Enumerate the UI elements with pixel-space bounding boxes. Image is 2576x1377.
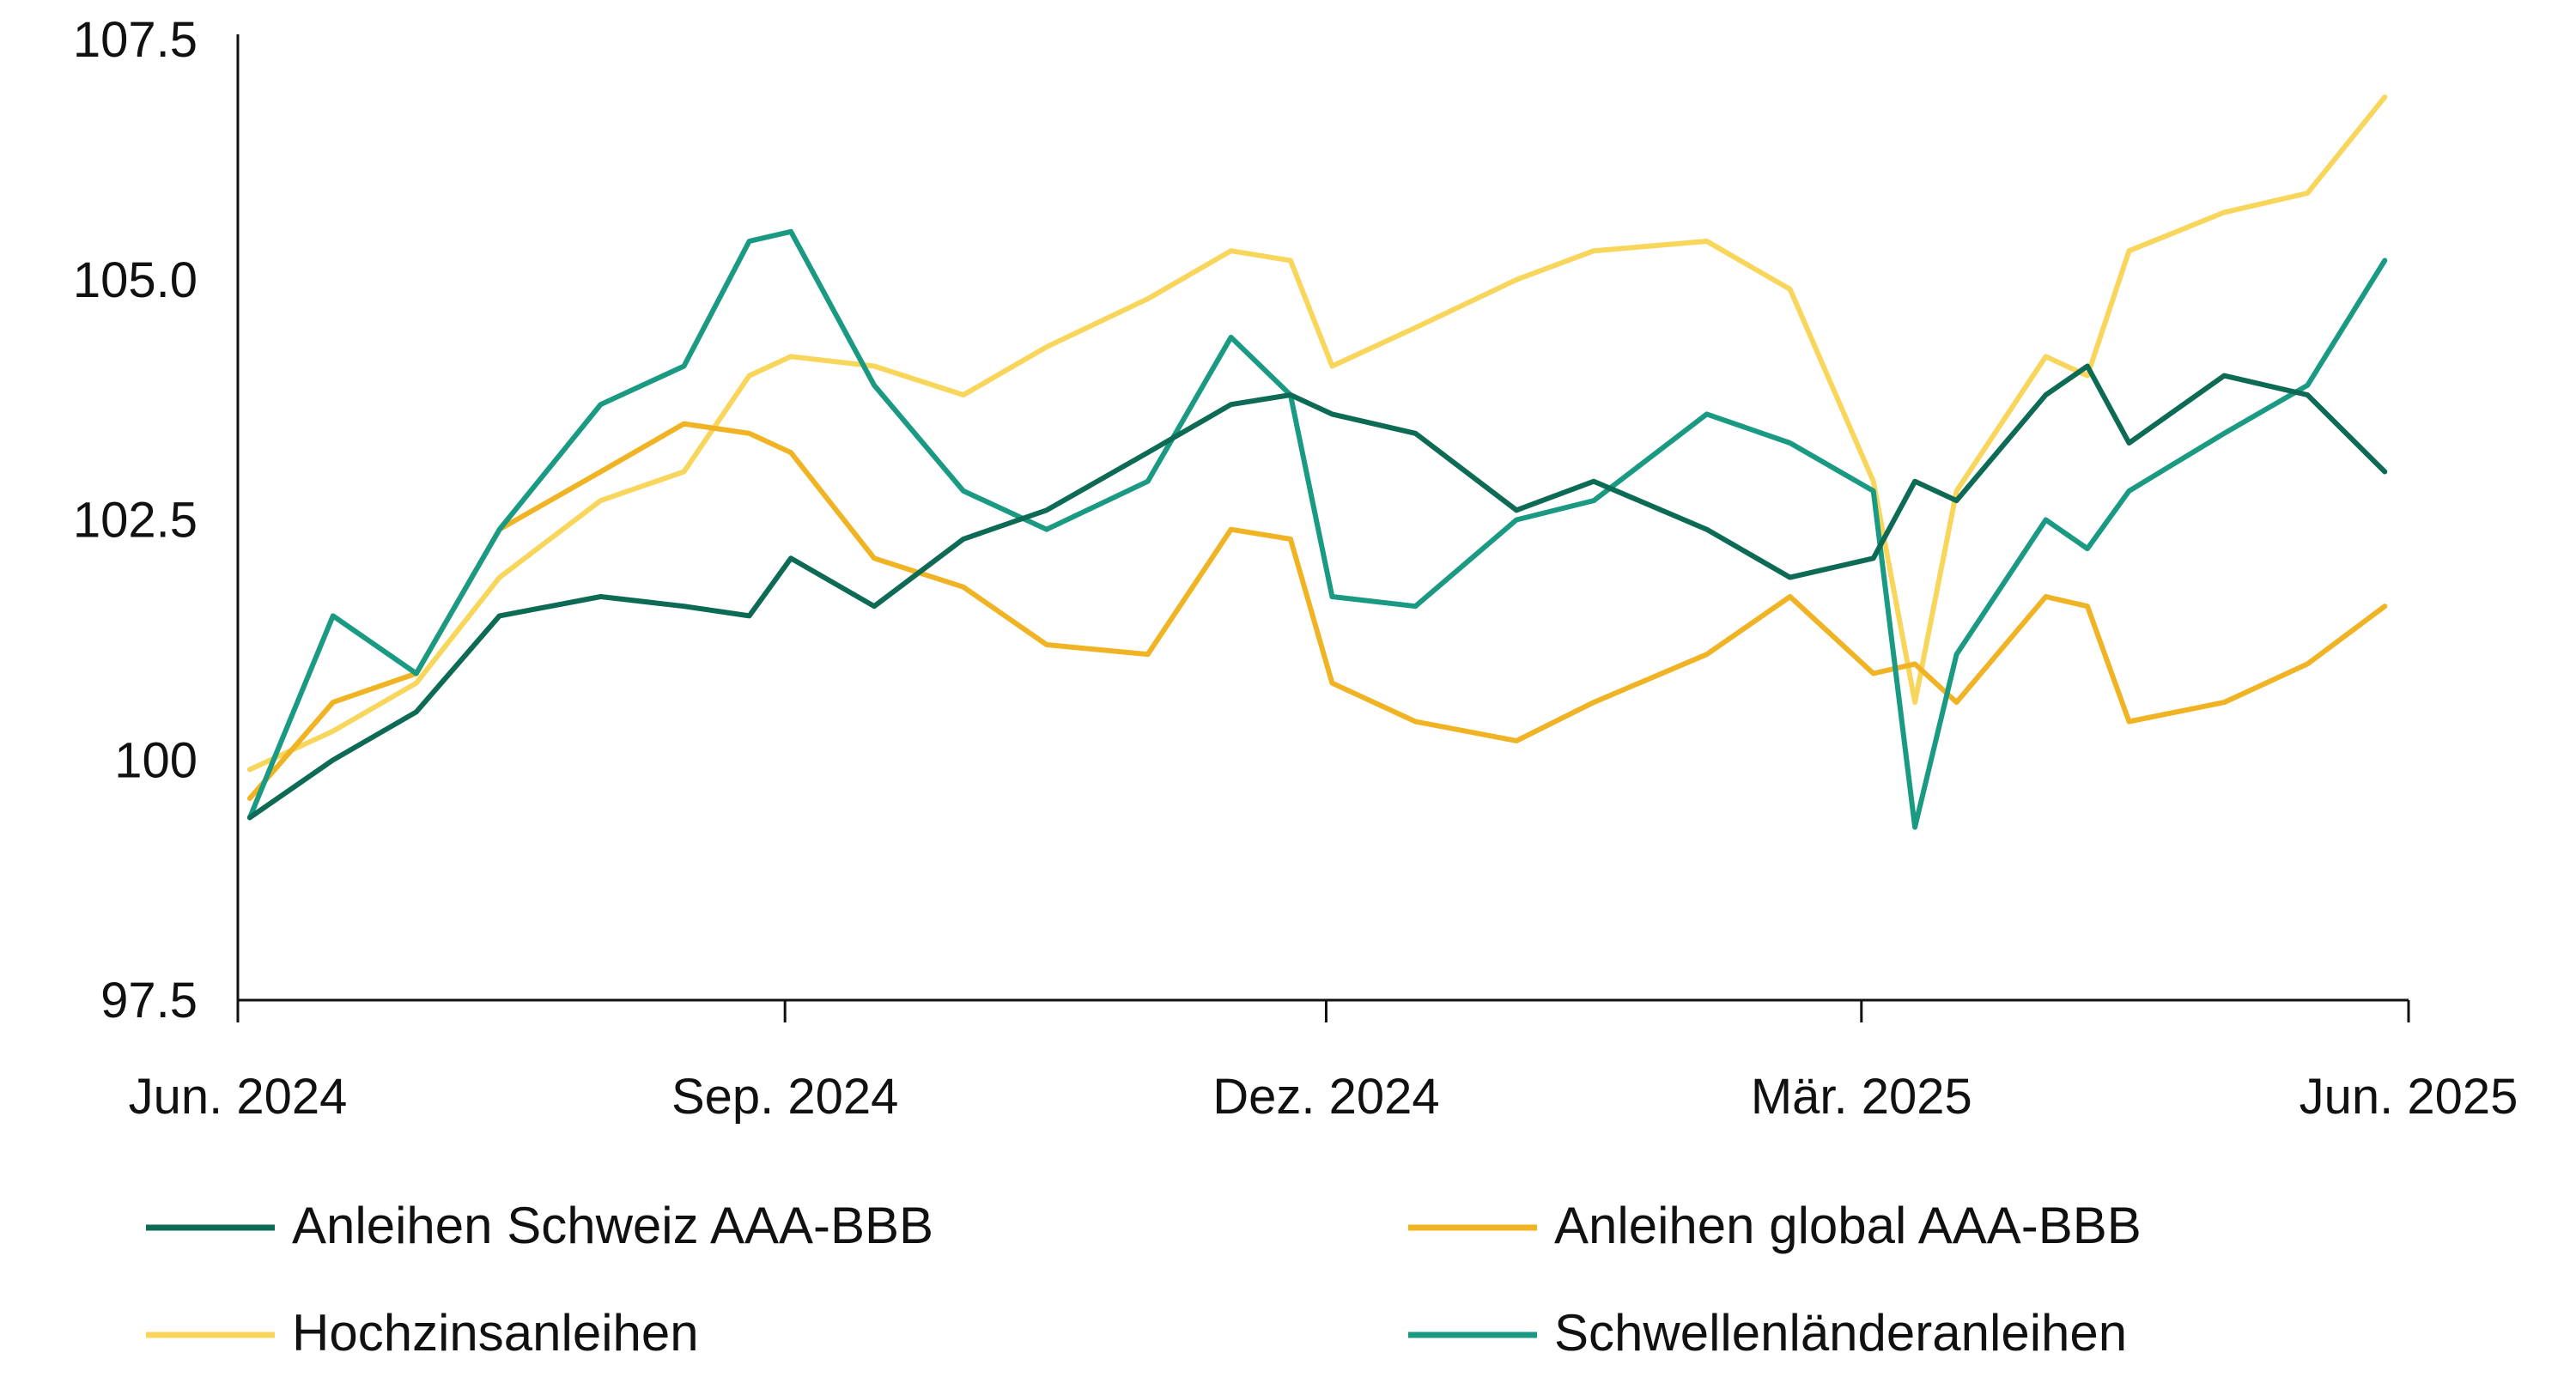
series-line-3 (246, 228, 2388, 830)
y-tick-label: 100 (114, 732, 197, 788)
legend-label: Schwellenländeranleihen (1554, 1304, 2127, 1362)
x-tick-label: Sep. 2024 (671, 1069, 898, 1125)
y-tick-label: 105.0 (73, 252, 197, 308)
x-tick-label: Jun. 2025 (2300, 1069, 2518, 1125)
legend-label: Anleihen global AAA-BBB (1554, 1197, 2142, 1254)
y-tick-label: 107.5 (73, 12, 197, 68)
legend-label: Hochzinsanleihen (292, 1304, 699, 1362)
x-tick-label: Dez. 2024 (1212, 1069, 1439, 1125)
legend-label: Anleihen Schweiz AAA-BBB (292, 1197, 933, 1254)
chart-axes (236, 34, 2409, 1002)
series-lines (246, 94, 2388, 830)
series-line-1 (246, 421, 2388, 801)
legend: Anleihen Schweiz AAA-BBB Anleihen global … (146, 1197, 2142, 1362)
x-tick-label: Jun. 2024 (129, 1069, 348, 1125)
y-tick-label: 102.5 (73, 493, 197, 549)
y-tick-label: 97.5 (100, 973, 197, 1028)
y-tick-labels: 107.5 105.0 102.5 100 97.5 (73, 12, 197, 1028)
series-line-2 (246, 94, 2388, 773)
series-line-0 (246, 363, 2388, 821)
x-tick-labels: Jun. 2024 Sep. 2024 Dez. 2024 Mär. 2025 Jun.… (129, 1000, 2518, 1125)
x-tick-label: Mär. 2025 (1751, 1069, 1972, 1125)
